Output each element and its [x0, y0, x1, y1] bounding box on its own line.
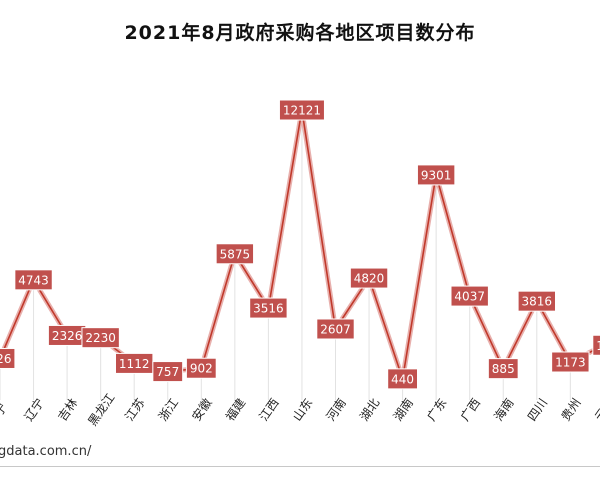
- x-tick-label: 广西: [458, 396, 483, 424]
- chart-title: 2021年8月政府采购各地区项目数分布: [124, 22, 476, 44]
- data-label: 885: [492, 362, 515, 376]
- data-label: 3516: [253, 302, 284, 316]
- x-tick-label: 辽宁: [21, 395, 47, 423]
- data-label: 902: [190, 362, 213, 376]
- data-label-box: [450, 285, 489, 307]
- data-label: 2326: [52, 329, 83, 343]
- data-label-box: [152, 361, 184, 383]
- data-label: 4820: [354, 272, 385, 286]
- data-label-box: [81, 327, 120, 349]
- bottom-divider: [0, 466, 600, 467]
- data-label-box: [349, 267, 389, 289]
- data-label: 9301: [421, 168, 452, 182]
- x-tick-label: 云南: [591, 395, 600, 423]
- data-label-box: [387, 368, 419, 390]
- data-label: 5875: [220, 247, 251, 261]
- data-label-box: [551, 351, 590, 373]
- x-tick-label: 黑龙江: [85, 391, 117, 429]
- data-label-box: [249, 297, 288, 319]
- data-label-box: [517, 290, 556, 312]
- data-label: 19: [596, 339, 600, 353]
- x-tick-label: 吉林: [55, 396, 80, 424]
- x-tick-label: 海南: [491, 395, 517, 423]
- data-label-box: [487, 358, 519, 380]
- x-tick-label: 江苏: [122, 396, 147, 424]
- x-tick-label: 安徽: [189, 395, 215, 423]
- data-label-box: [316, 318, 355, 340]
- data-label-box: [14, 269, 53, 291]
- x-tick-label: 宁: [0, 400, 10, 418]
- data-label: 3816: [522, 295, 553, 309]
- data-label: 1112: [119, 357, 150, 371]
- data-label-box: [416, 164, 456, 186]
- data-label-box: [278, 99, 325, 121]
- data-label: 4743: [18, 273, 49, 287]
- x-tick-label: 福建: [222, 395, 248, 423]
- data-label: 440: [391, 372, 414, 386]
- x-tick-label: 湖南: [390, 395, 416, 423]
- data-label-box: [0, 347, 16, 369]
- data-label: 4037: [454, 290, 485, 304]
- x-tick-label: 山东: [290, 396, 315, 424]
- data-label-box: [592, 334, 600, 356]
- x-tick-label: 四川: [525, 396, 550, 424]
- x-tick-label: 河南: [323, 395, 349, 423]
- x-tick-label: 广东: [424, 396, 449, 424]
- data-label: 12121: [283, 104, 321, 118]
- x-tick-label: 浙江: [156, 396, 181, 424]
- x-tick-label: 贵州: [558, 396, 583, 424]
- data-label-box: [185, 357, 217, 379]
- data-label: 757: [156, 365, 179, 379]
- watermark-text: gdata.com.cn/: [0, 444, 92, 459]
- data-label-box: [215, 243, 255, 265]
- data-label: 1173: [555, 356, 586, 370]
- data-label: 2230: [85, 331, 116, 345]
- x-tick-label: 江西: [257, 396, 282, 424]
- data-label: 2607: [320, 322, 351, 336]
- data-label: 326: [0, 352, 11, 366]
- x-tick-label: 湖北: [356, 395, 382, 423]
